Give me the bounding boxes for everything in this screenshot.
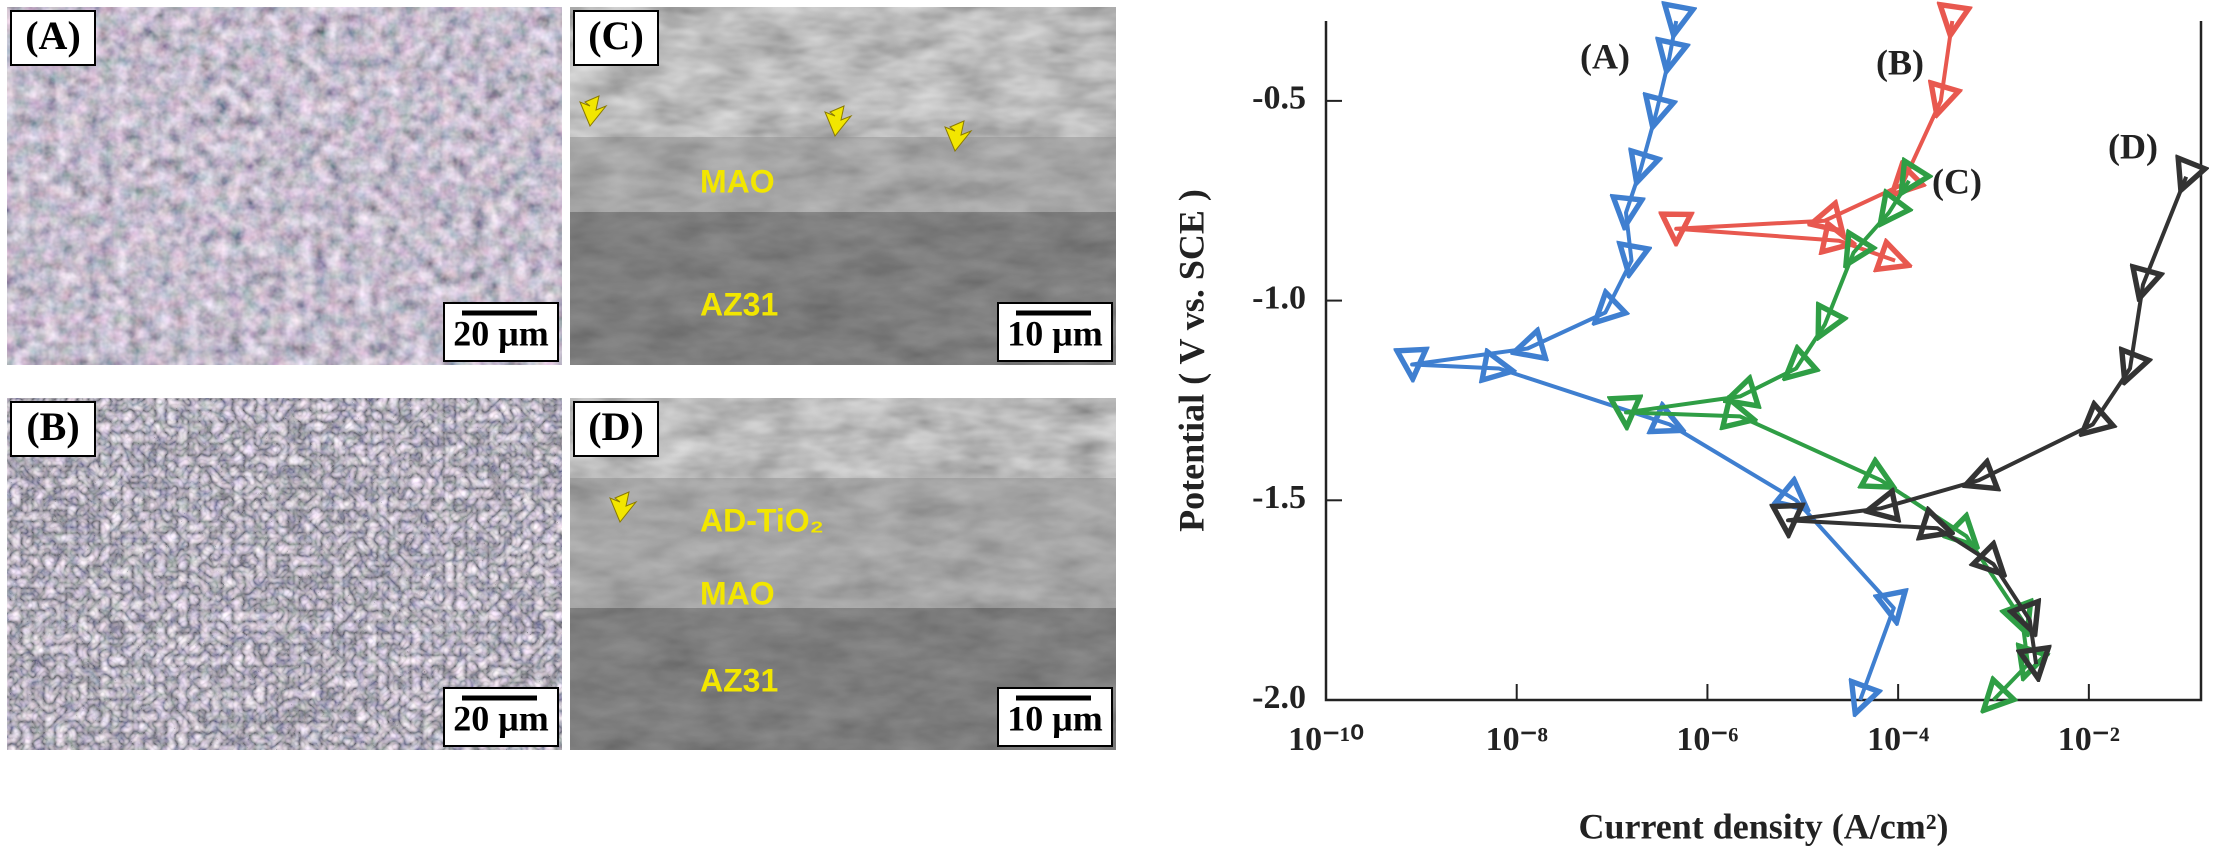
- y-tick-label: -2.0: [1252, 679, 1306, 716]
- arrow: [944, 120, 973, 152]
- layer-annotation: MAO: [700, 163, 775, 199]
- x-axis-label: Current density (A/cm²): [1578, 806, 1948, 846]
- layer-annotation: AZ31: [700, 286, 778, 322]
- panel-label-box: [10, 10, 96, 66]
- panel-label-box: [573, 401, 659, 457]
- polarization-curve: [1626, 181, 2028, 700]
- panel-label-box: [10, 401, 96, 457]
- panel-label-box: [573, 10, 659, 66]
- scale-bar-label: 10 μm: [1007, 313, 1102, 353]
- panel-label: (D): [588, 404, 644, 449]
- curve-label: (D): [2108, 126, 2158, 166]
- panel-label: (C): [588, 13, 644, 58]
- axis-frame: [1324, 21, 2203, 702]
- y-tick-label: -1.5: [1252, 479, 1306, 516]
- x-tick-label: 10⁻⁶: [1676, 721, 1738, 758]
- panel-label: (A): [25, 13, 81, 58]
- coating-layer: [570, 478, 1116, 608]
- x-tick-label: 10⁻²: [2058, 721, 2120, 758]
- curve-label: (B): [1876, 42, 1924, 82]
- sem-panels: (A) 20 μm (C) 10 μm MAO AZ31 (B) 20 μm (D) 10 μm A…: [7, 7, 1116, 750]
- scale-bar-label: 20 μm: [453, 313, 548, 353]
- polarization-curve: [1788, 177, 2186, 664]
- polarization-curve: [1412, 21, 1894, 700]
- scale-bar-label: 20 μm: [453, 698, 548, 738]
- y-tick-label: -1.0: [1252, 279, 1306, 316]
- coating-layer: [570, 137, 1116, 212]
- x-tick-label: 10⁻⁸: [1486, 721, 1548, 758]
- y-tick-label: -0.5: [1252, 80, 1306, 117]
- arrow: [824, 105, 853, 137]
- x-tick-label: 10⁻⁴: [1867, 721, 1929, 758]
- layer-annotation: MAO: [700, 575, 775, 611]
- chart: 10⁻¹⁰ 10⁻⁸ 10⁻⁶ 10⁻⁴ 10⁻² -0.5 -1.0 -1.5 -2.0 Cur…: [1171, 21, 2201, 846]
- layer-annotation: AZ31: [700, 662, 778, 698]
- arrow: [609, 491, 638, 523]
- layer-annotation: AD-TiO₂: [700, 502, 824, 538]
- x-tick-label: 10⁻¹⁰: [1288, 721, 1364, 758]
- curve-label: (C): [1932, 161, 1982, 201]
- y-axis-label: Potential ( V vs. SCE ): [1171, 189, 1211, 532]
- scale-bar-label: 10 μm: [1007, 698, 1102, 738]
- arrow: [579, 95, 608, 127]
- panel-label: (B): [26, 404, 79, 449]
- curve-label: (A): [1580, 36, 1630, 76]
